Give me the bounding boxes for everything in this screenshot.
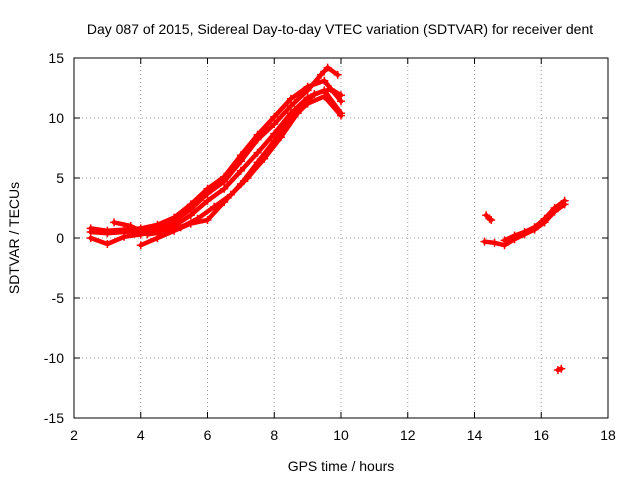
x-tick-label: 6 (204, 427, 212, 443)
data-point (153, 234, 162, 242)
data-point (203, 216, 212, 224)
data-point (286, 102, 295, 110)
data-point (86, 234, 95, 242)
tick-labels: 2 4 6 8 10 12 14 16 18 -15 -10 -5 0 5 10 15 (44, 50, 616, 443)
data-point (170, 226, 179, 235)
data-point (203, 196, 212, 205)
data-point (110, 218, 119, 227)
data-point (120, 232, 129, 241)
data-point (270, 112, 279, 121)
data-point (236, 180, 245, 188)
data-point (550, 204, 559, 212)
series-line (88, 88, 344, 247)
data-point (120, 225, 129, 234)
x-tick-label: 2 (70, 427, 78, 443)
chart-title: Day 087 of 2015, Sidereal Day-to-day VTE… (87, 21, 593, 37)
data-point (320, 76, 329, 85)
data-point (136, 241, 145, 250)
series-track-5 (136, 92, 345, 250)
data-point (510, 231, 519, 240)
data-point (253, 130, 262, 139)
data-point (186, 211, 195, 220)
y-tick-label: -10 (44, 350, 64, 366)
y-tick-label: -15 (44, 410, 64, 426)
data-point (270, 120, 279, 128)
data-point (500, 236, 509, 245)
data-point (236, 166, 245, 175)
data-point (236, 151, 245, 160)
data-point (316, 70, 325, 79)
data-point (186, 200, 195, 209)
series-blob-2 (553, 364, 566, 374)
x-tick-label: 16 (533, 427, 549, 443)
data-point (286, 94, 295, 103)
data-point (326, 85, 335, 94)
data-point (320, 92, 329, 101)
data-point (286, 115, 295, 124)
data-point (103, 240, 112, 248)
data-point (530, 223, 539, 232)
x-tick-label: 12 (400, 427, 416, 443)
y-tick-label: 0 (56, 230, 64, 246)
data-point (337, 91, 345, 100)
data-point (186, 219, 195, 228)
data-point (310, 90, 319, 98)
data-point (203, 184, 212, 193)
data-point (520, 228, 529, 236)
data-point (170, 213, 179, 222)
series-track-7 (500, 196, 569, 245)
data-point (303, 82, 312, 91)
data-point (333, 70, 342, 79)
data-point (220, 184, 229, 193)
data-point (540, 214, 549, 223)
y-tick-label: -5 (52, 290, 65, 306)
data-point (490, 238, 499, 247)
series-blob-1 (482, 211, 496, 224)
data-point (560, 196, 569, 205)
y-tick-label: 10 (48, 110, 64, 126)
x-tick-label: 18 (600, 427, 616, 443)
x-tick-label: 14 (467, 427, 483, 443)
data-point (270, 136, 279, 145)
data-point (86, 224, 95, 233)
data-point (323, 63, 332, 72)
data-point (480, 237, 489, 246)
data-point (143, 230, 152, 239)
data-point (220, 172, 229, 181)
y-axis-title: SDTVAR / TECUs (6, 182, 22, 294)
data-point (253, 158, 262, 167)
x-axis-title: GPS time / hours (288, 458, 395, 474)
data-point (270, 129, 279, 138)
data-marks (86, 63, 569, 374)
data-point (337, 111, 345, 120)
series-track-3 (86, 86, 345, 248)
data-point (103, 226, 112, 235)
data-point (557, 364, 566, 373)
data-point (303, 99, 312, 108)
data-point (220, 198, 229, 206)
data-point (485, 214, 494, 223)
data-point (253, 148, 262, 157)
x-tick-label: 10 (333, 427, 349, 443)
y-tick-label: 15 (48, 50, 64, 66)
ticks (73, 57, 609, 419)
y-tick-label: 5 (56, 170, 64, 186)
data-point (126, 222, 135, 230)
data-point (487, 216, 496, 224)
x-tick-label: 4 (137, 427, 145, 443)
x-tick-label: 8 (270, 427, 278, 443)
